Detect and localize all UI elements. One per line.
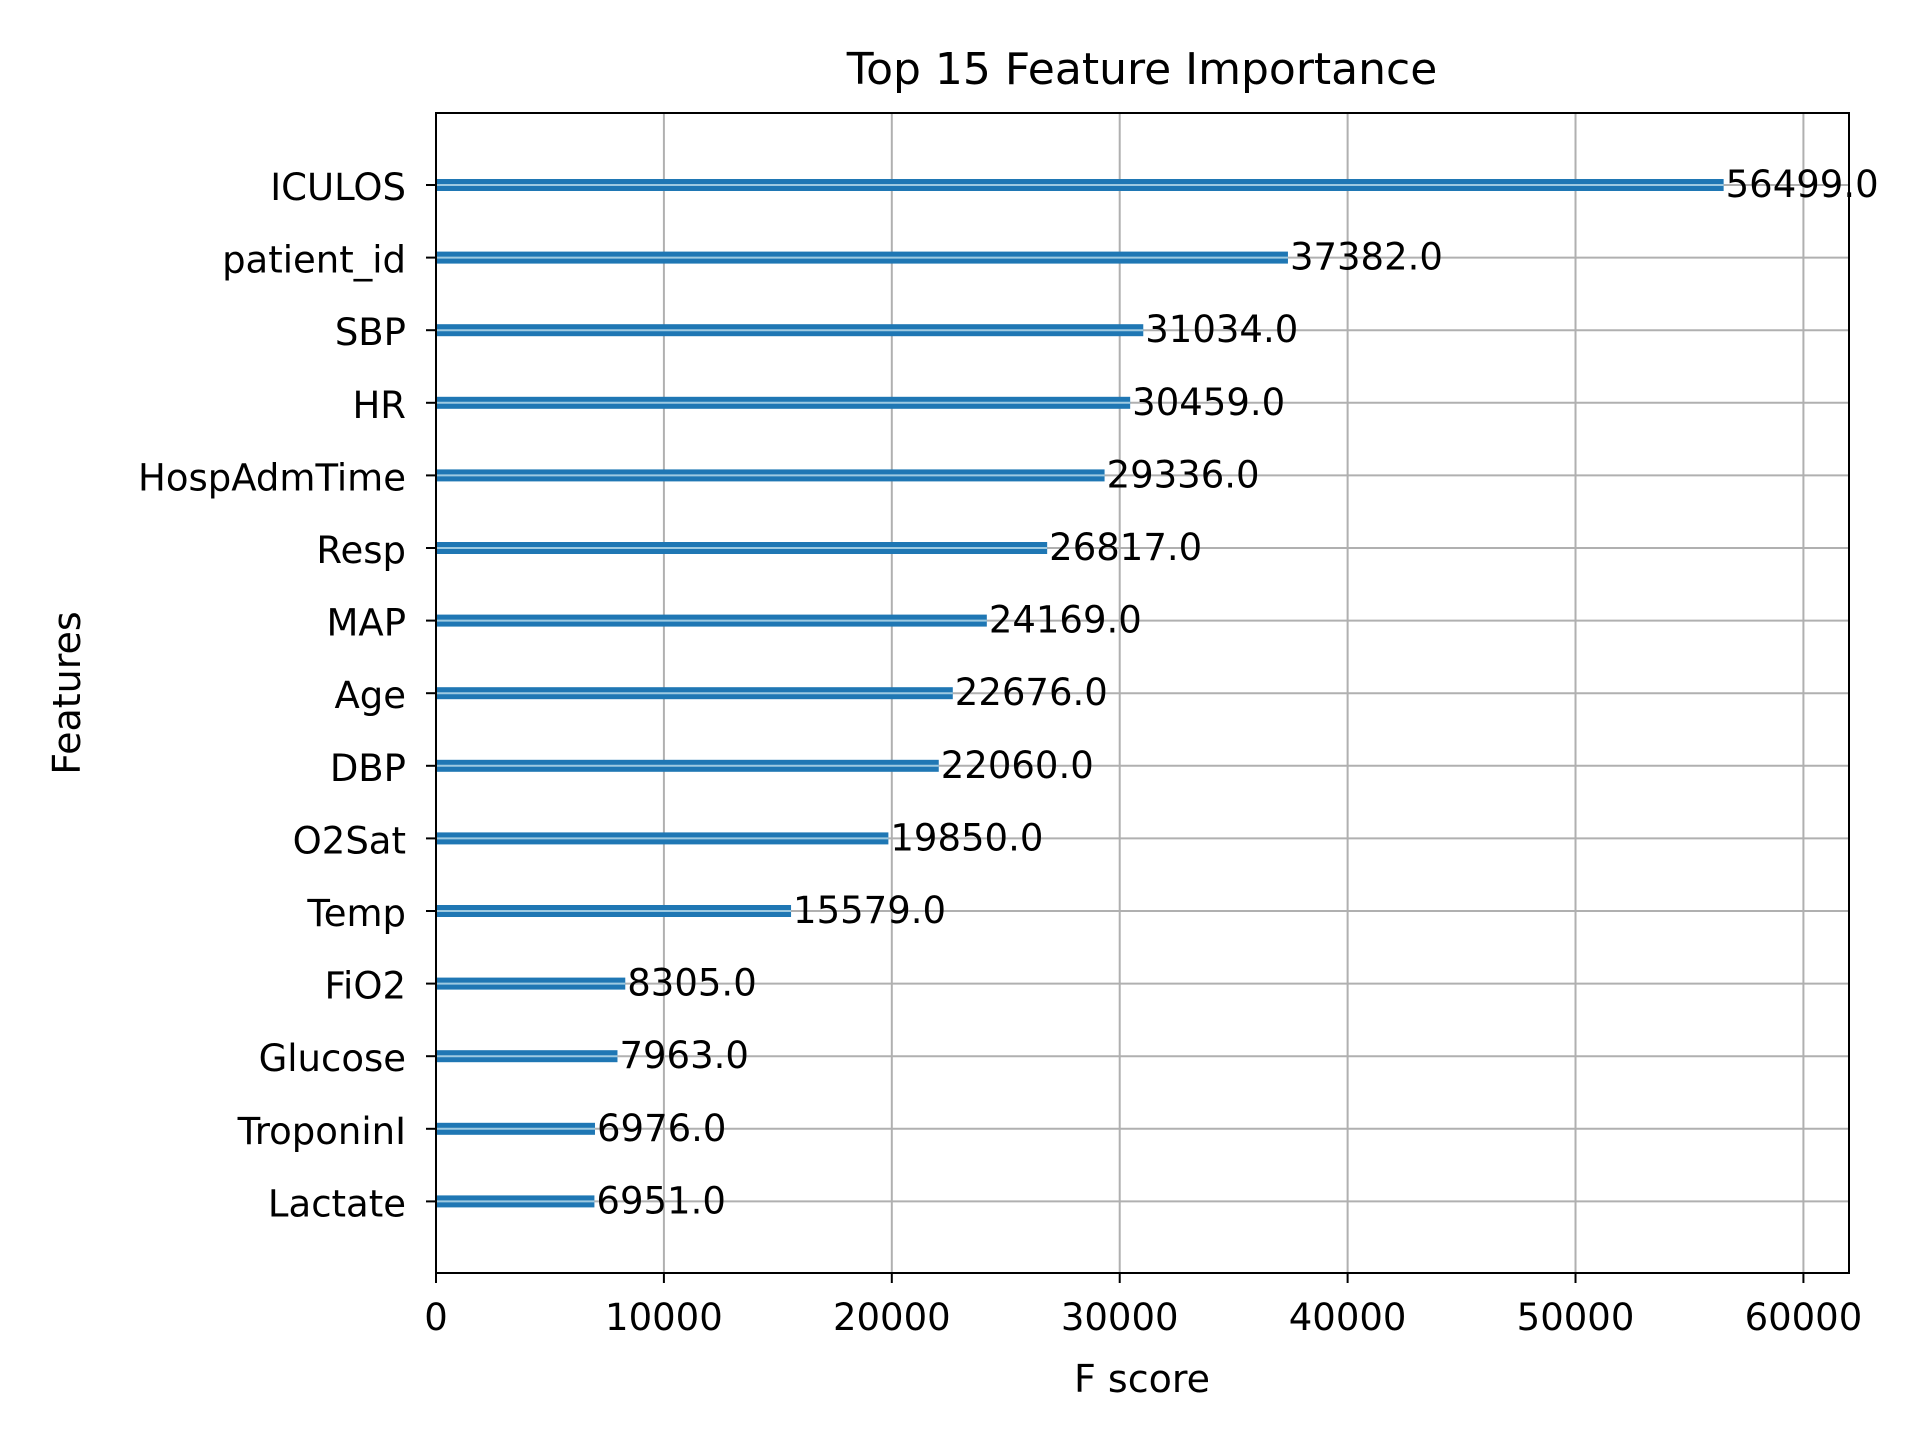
x-axis-label: F score: [1074, 1357, 1210, 1401]
bars: [436, 179, 1724, 1208]
bar-value-label: 6976.0: [597, 1107, 726, 1150]
x-tick-label: 30000: [1061, 1296, 1179, 1339]
y-tick-label: HospAdmTime: [138, 456, 406, 499]
y-tick-label: TroponinI: [237, 1110, 406, 1153]
bar-value-label: 37382.0: [1290, 236, 1443, 279]
x-tick-label: 50000: [1517, 1296, 1635, 1339]
value-labels: 56499.0 37382.0 31034.0 30459.0 29336.0 26817…: [596, 163, 1878, 1222]
bar-value-label: 30459.0: [1132, 381, 1285, 424]
y-tick-label: ICULOS: [270, 166, 406, 209]
y-tick-label: O2Sat: [293, 819, 406, 862]
bar-value-label: 26817.0: [1049, 526, 1202, 569]
chart-title: Top 15 Feature Importance: [846, 44, 1438, 95]
y-tick-label: HR: [352, 384, 406, 427]
bar-value-label: 29336.0: [1107, 453, 1260, 496]
y-tick-label: Age: [334, 674, 406, 717]
x-tick-label: 20000: [833, 1296, 951, 1339]
y-tick-label: MAP: [326, 602, 406, 645]
y-tick-label: Glucose: [259, 1037, 406, 1080]
y-tick-label: FiO2: [324, 965, 406, 1008]
y-tick-label: Resp: [316, 529, 406, 572]
y-tick-label: DBP: [330, 747, 406, 790]
bar-value-label: 8305.0: [627, 962, 756, 1005]
bar-value-label: 6951.0: [596, 1179, 725, 1222]
bar-value-label: 22676.0: [955, 671, 1108, 714]
bar-value-label: 15579.0: [793, 889, 946, 932]
bar-value-label: 19850.0: [890, 816, 1043, 859]
bar-value-label: 31034.0: [1145, 308, 1298, 351]
y-tick-label: Lactate: [268, 1182, 406, 1225]
x-tick-label: 0: [424, 1296, 448, 1339]
x-tick-label: 60000: [1745, 1296, 1863, 1339]
y-axis-label: Features: [45, 611, 89, 774]
y-tick-label: SBP: [335, 311, 406, 354]
bar-value-label: 7963.0: [619, 1034, 748, 1077]
x-axis-ticks: 0 10000 20000 30000 40000 50000 60000: [424, 1273, 1862, 1339]
y-tick-label: Temp: [306, 892, 406, 935]
bar-value-label: 24169.0: [989, 599, 1142, 642]
bar-value-label: 22060.0: [941, 744, 1094, 787]
y-tick-label: patient_id: [222, 239, 406, 282]
y-axis-ticks: ICULOS patient_id SBP HR HospAdmTime Resp MAP A…: [138, 166, 436, 1225]
x-tick-label: 40000: [1289, 1296, 1407, 1339]
x-tick-label: 10000: [605, 1296, 723, 1339]
bar-value-label: 56499.0: [1726, 163, 1879, 206]
